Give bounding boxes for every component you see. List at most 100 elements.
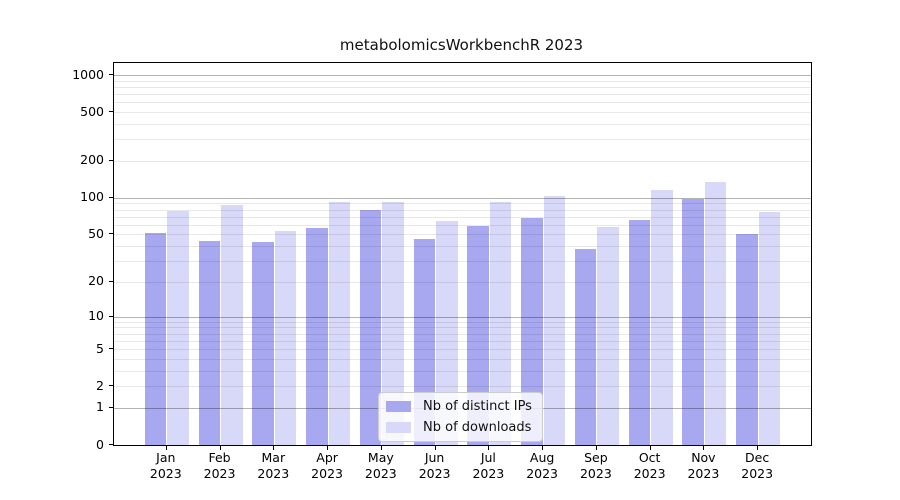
gridline-y-500 — [114, 112, 811, 114]
gridline-y-90 — [114, 203, 811, 205]
y-tick-label-20: 20 — [88, 273, 104, 289]
plot-area — [113, 62, 812, 446]
legend-label-downloads: Nb of downloads — [423, 420, 532, 435]
gridline-y-20 — [114, 281, 811, 283]
y-tick-mark-1000 — [109, 74, 113, 75]
x-tick-label-aug: Aug 2023 — [526, 450, 559, 481]
bar-jan-downloads — [167, 211, 189, 445]
gridline-y-10 — [114, 316, 811, 318]
y-tick-label-0: 0 — [96, 436, 104, 452]
bar-jul-downloads — [489, 201, 512, 445]
gridline-y-100 — [114, 197, 811, 199]
x-tick-label-oct: Oct 2023 — [633, 450, 666, 481]
bar-dec-downloads — [758, 212, 781, 445]
bar-sep-downloads — [597, 226, 619, 445]
gridline-y-9 — [114, 321, 811, 323]
y-tick-mark-5 — [109, 348, 113, 350]
bar-jul-distinct-ips — [467, 225, 489, 445]
x-tick-label-feb: Feb 2023 — [203, 450, 236, 481]
bar-feb-distinct-ips — [198, 241, 221, 445]
gridline-y-200 — [114, 160, 811, 162]
x-tick-label-may: May 2023 — [364, 450, 397, 481]
chart-title: metabolomicsWorkbenchR 2023 — [339, 36, 584, 54]
x-tick-mark-may — [380, 446, 382, 450]
x-tick-label-jan: Jan 2023 — [149, 450, 182, 481]
gridline-y-700 — [114, 94, 811, 96]
y-tick-mark-10 — [109, 315, 113, 317]
y-tick-mark-1 — [109, 406, 113, 408]
gridline-y-6 — [114, 340, 811, 342]
legend-item-downloads: Nb of downloads — [386, 420, 532, 435]
bar-aug-downloads — [543, 196, 566, 445]
legend-label-distinct-ips: Nb of distinct IPs — [423, 399, 532, 414]
x-tick-mark-jan — [165, 446, 167, 450]
y-tick-mark-100 — [109, 196, 113, 198]
x-tick-mark-dec — [757, 446, 759, 450]
y-tick-label-2: 2 — [96, 377, 104, 393]
gridline-y-600 — [114, 102, 811, 104]
bar-apr-downloads — [328, 201, 351, 445]
bar-mar-downloads — [274, 231, 297, 445]
x-tick-mark-oct — [649, 446, 651, 450]
gridline-y-60 — [114, 224, 811, 226]
bar-sep-distinct-ips — [574, 248, 597, 445]
y-tick-label-50: 50 — [88, 225, 104, 241]
y-tick-label-1: 1 — [96, 399, 104, 415]
gridline-y-800 — [114, 86, 811, 88]
bar-aug-distinct-ips — [521, 218, 543, 445]
gridline-y-30 — [114, 261, 811, 263]
y-tick-label-1000: 1000 — [72, 66, 104, 82]
y-tick-label-100: 100 — [80, 189, 104, 205]
bar-apr-distinct-ips — [306, 228, 328, 445]
x-tick-label-apr: Apr 2023 — [311, 450, 343, 481]
gridline-y-1000 — [114, 75, 811, 76]
legend-item-distinct-ips: Nb of distinct IPs — [386, 399, 532, 414]
gridline-y-40 — [114, 246, 811, 248]
gridline-y-4 — [114, 358, 811, 360]
bar-may-downloads — [382, 201, 404, 445]
legend-swatch-downloads — [386, 422, 411, 433]
bar-jun-downloads — [436, 221, 458, 445]
y-tick-mark-200 — [109, 159, 113, 161]
bar-oct-distinct-ips — [628, 219, 651, 445]
grid-layer — [114, 63, 811, 445]
x-tick-label-jul: Jul 2023 — [472, 450, 505, 481]
gridline-y-300 — [114, 139, 811, 141]
bars-layer — [114, 63, 811, 445]
gridline-y-2 — [114, 386, 811, 388]
bar-jan-distinct-ips — [144, 233, 167, 445]
y-tick-label-10: 10 — [88, 308, 104, 324]
y-tick-mark-20 — [109, 280, 113, 282]
gridline-y-400 — [114, 123, 811, 125]
x-tick-mark-jun — [434, 446, 436, 450]
gridline-y-900 — [114, 80, 811, 82]
gridline-y-8 — [114, 327, 811, 329]
bar-nov-distinct-ips — [682, 198, 704, 445]
bar-dec-distinct-ips — [736, 234, 758, 445]
gridline-y-3 — [114, 370, 811, 372]
x-tick-mark-aug — [542, 446, 544, 450]
x-tick-label-jun: Jun 2023 — [418, 450, 451, 481]
x-tick-label-sep: Sep 2023 — [579, 450, 612, 481]
bar-mar-distinct-ips — [252, 242, 274, 445]
x-tick-mark-feb — [219, 446, 221, 450]
bar-nov-downloads — [704, 182, 727, 445]
y-tick-mark-50 — [109, 233, 113, 235]
bar-may-distinct-ips — [359, 209, 382, 445]
x-tick-mark-jul — [488, 446, 490, 450]
legend-swatch-distinct-ips — [386, 401, 411, 412]
gridline-y-80 — [114, 209, 811, 211]
gridline-y-70 — [114, 216, 811, 218]
x-tick-mark-sep — [595, 446, 597, 450]
y-tick-mark-0 — [109, 444, 113, 445]
legend: Nb of distinct IPs Nb of downloads — [378, 392, 543, 442]
bar-oct-downloads — [651, 190, 673, 445]
y-tick-label-200: 200 — [80, 152, 104, 168]
y-tick-label-5: 5 — [96, 340, 104, 356]
gridline-y-7 — [114, 333, 811, 335]
x-tick-mark-mar — [273, 446, 275, 450]
gridline-y-5 — [114, 349, 811, 351]
x-tick-mark-nov — [703, 446, 705, 450]
bar-feb-downloads — [221, 204, 243, 445]
